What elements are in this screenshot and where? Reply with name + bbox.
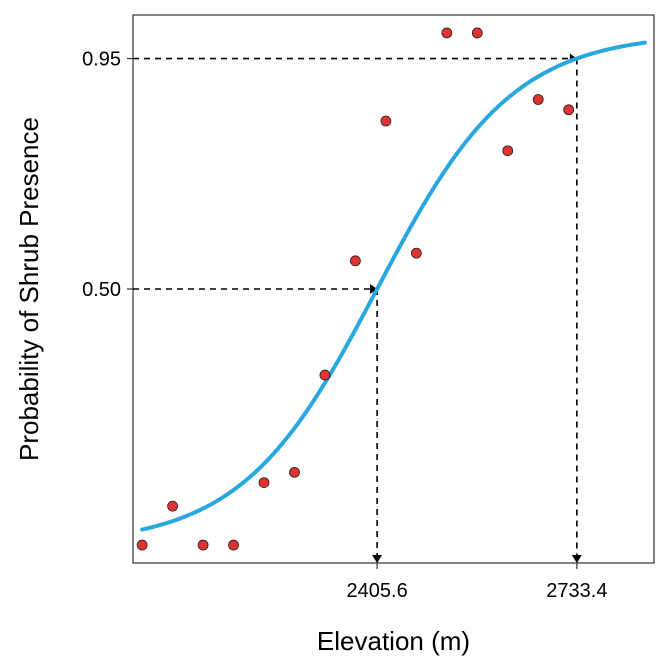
data-point-3 — [228, 539, 239, 551]
data-point-4 — [258, 477, 270, 488]
data-point-5 — [289, 466, 300, 478]
data-point-13 — [532, 94, 544, 105]
ref-arrowhead-down-1 — [571, 555, 582, 563]
ref-arrowhead-right-0 — [370, 284, 378, 294]
data-point-6 — [319, 369, 331, 381]
data-point-8 — [380, 115, 392, 127]
data-point-0 — [136, 539, 148, 551]
y-tick-label-1: 0.95 — [82, 49, 121, 71]
data-point-1 — [167, 500, 179, 512]
x-axis-ticks: 2405.6 2733.4 — [347, 563, 607, 602]
y-axis-title: Probability of Shrub Presence — [14, 117, 44, 461]
logistic-fit-curve — [140, 40, 647, 532]
ref-arrowhead-down-0 — [372, 555, 383, 563]
data-point-9 — [410, 247, 422, 259]
data-point-12 — [502, 145, 514, 157]
data-point-10 — [441, 27, 453, 39]
data-points — [136, 27, 575, 551]
y-tick-label-0: 0.50 — [82, 279, 121, 301]
data-point-2 — [197, 539, 209, 551]
data-point-7 — [350, 255, 361, 267]
data-point-11 — [471, 27, 483, 39]
data-point-14 — [563, 104, 575, 116]
x-tick-label-1: 2733.4 — [546, 580, 607, 602]
x-tick-label-0: 2405.6 — [347, 580, 408, 602]
x-axis-title: Elevation (m) — [317, 626, 470, 656]
y-axis-ticks: 0.50 0.95 — [82, 49, 133, 301]
reference-lines — [133, 53, 582, 563]
